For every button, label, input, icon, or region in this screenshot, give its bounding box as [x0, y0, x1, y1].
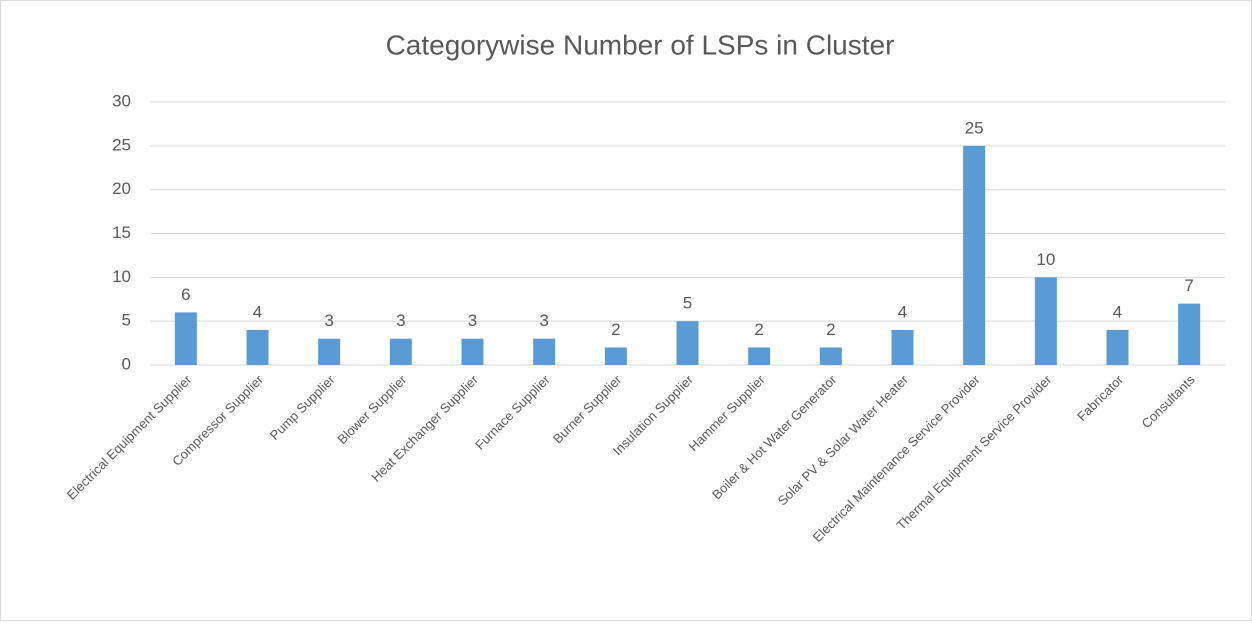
data-label: 5 [683, 294, 692, 313]
bar [963, 145, 986, 365]
chart-title: Categorywise Number of LSPs in Cluster [386, 29, 895, 60]
data-label: 3 [396, 311, 405, 330]
bar [676, 321, 699, 365]
y-tick-label: 25 [112, 135, 131, 154]
bar [174, 312, 197, 365]
data-label: 3 [468, 311, 477, 330]
bar [891, 329, 914, 365]
bar [318, 338, 341, 365]
data-label: 4 [253, 302, 262, 321]
y-tick-label: 0 [122, 354, 131, 373]
data-label: 7 [1184, 276, 1193, 295]
data-label: 25 [965, 118, 984, 137]
y-tick-label: 30 [112, 91, 131, 110]
bar [1178, 303, 1201, 365]
data-label: 3 [539, 311, 548, 330]
bar [389, 338, 412, 365]
bar [819, 347, 842, 365]
bar [1034, 277, 1057, 365]
bar [748, 347, 771, 365]
data-label: 4 [1113, 302, 1122, 321]
y-tick-label: 5 [122, 311, 131, 330]
y-tick-label: 15 [112, 223, 131, 242]
y-tick-label: 20 [112, 179, 131, 198]
bar [246, 329, 269, 365]
data-label: 10 [1036, 250, 1055, 269]
data-label: 3 [324, 311, 333, 330]
data-label: 6 [181, 285, 190, 304]
bar [461, 338, 484, 365]
data-label: 2 [826, 320, 835, 339]
bar [1106, 329, 1129, 365]
data-label: 2 [611, 320, 620, 339]
bar [533, 338, 556, 365]
data-label: 2 [754, 320, 763, 339]
data-label: 4 [898, 302, 907, 321]
y-tick-label: 10 [112, 267, 131, 286]
bar [604, 347, 627, 365]
